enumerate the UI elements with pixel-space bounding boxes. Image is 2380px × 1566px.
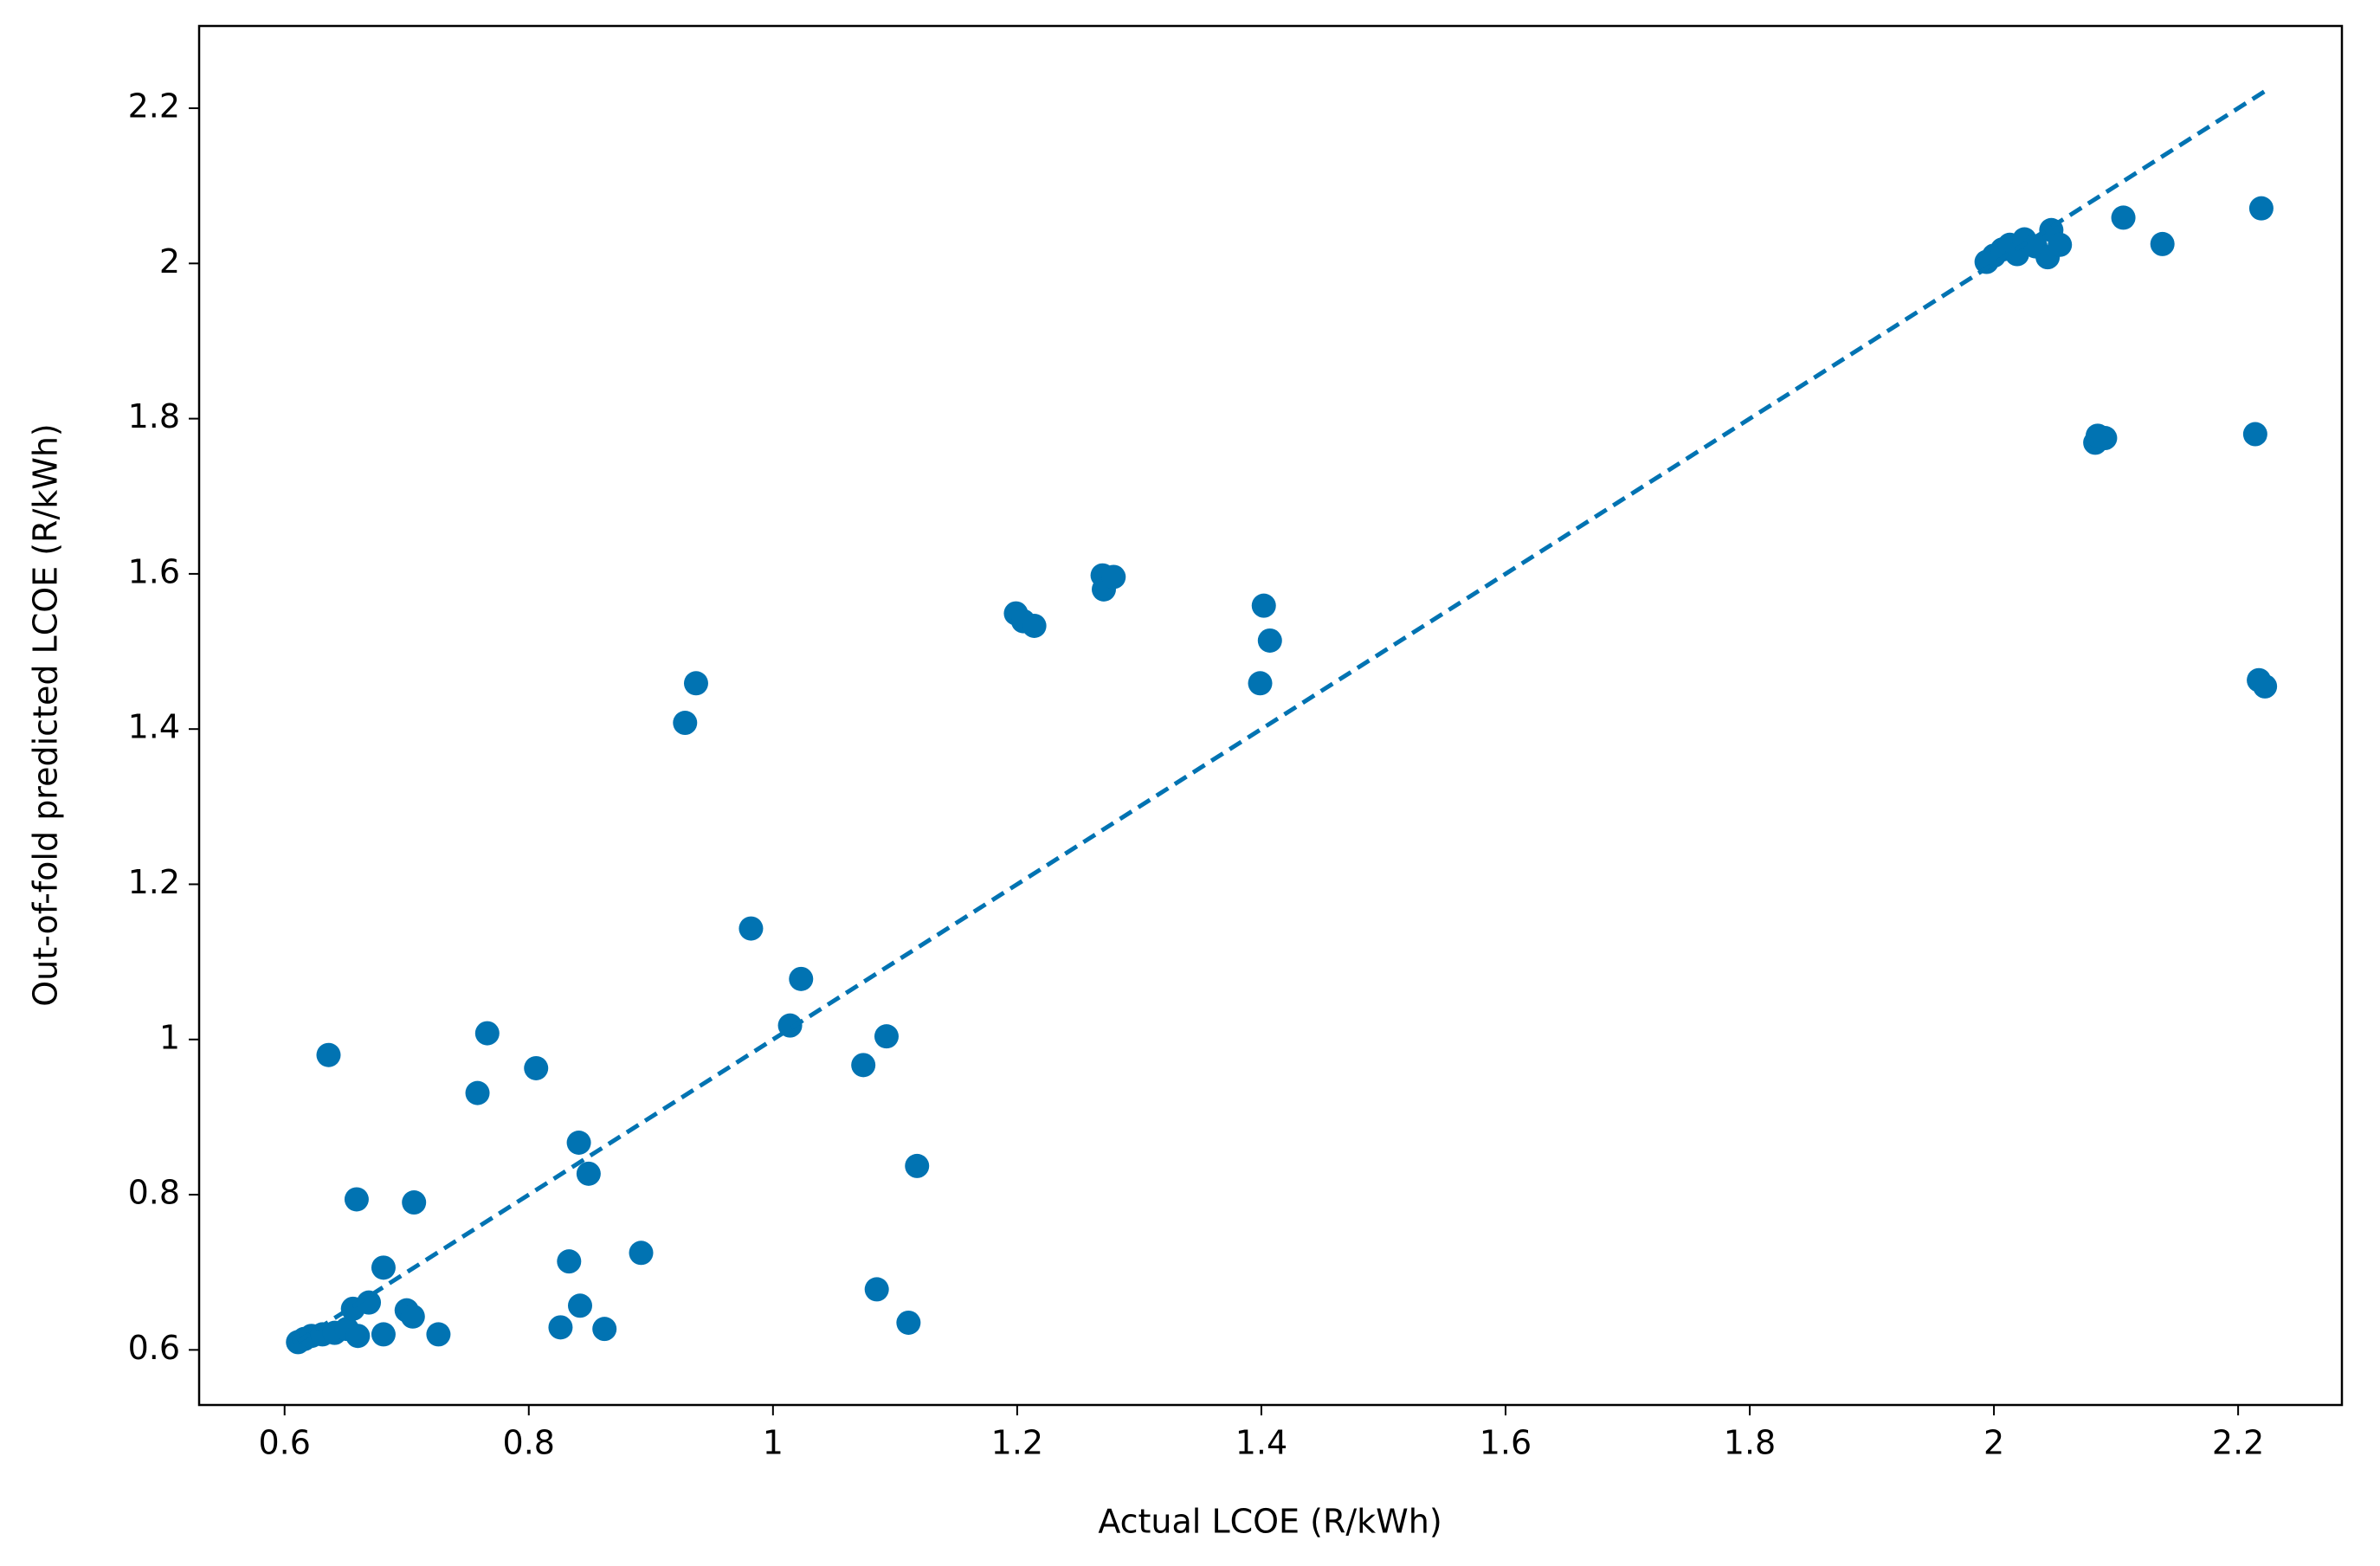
point [789,966,814,991]
point [592,1317,617,1342]
y-tick-label: 2.2 [128,87,180,126]
plot-frame [197,24,2344,1407]
x-tick-label: 0.6 [258,1424,310,1462]
point [864,1277,889,1302]
x-axis-label: Actual LCOE (R/kWh) [1098,1503,1442,1541]
point [851,1053,876,1078]
y-tick-label: 1.2 [128,863,180,901]
point [371,1255,396,1280]
y-tick-label: 2 [159,242,180,280]
point [548,1315,573,1340]
point [2048,232,2073,257]
point [400,1304,425,1329]
y-tick-label: 1.8 [128,397,180,435]
point [1101,564,1126,590]
point [426,1322,451,1347]
y-tick-label: 1 [159,1018,180,1056]
point [557,1249,582,1274]
x-tick-label: 1.6 [1480,1424,1532,1462]
x-tick-label: 2.2 [2212,1424,2264,1462]
point [474,1021,500,1046]
point [402,1190,427,1215]
point [316,1042,341,1067]
point [2150,231,2175,256]
y-axis-label: Out-of-fold predicted LCOE (R/kWh) [27,423,65,1007]
point [2111,205,2136,230]
point [629,1241,654,1266]
point [874,1024,899,1049]
point [683,671,708,696]
point [465,1080,490,1105]
point [568,1293,592,1318]
point [1022,613,1047,638]
point [1251,593,1276,618]
point [1257,628,1282,653]
point [566,1130,591,1155]
point [524,1055,549,1080]
y-tick-label: 1.6 [128,552,180,590]
x-tick-label: 1 [763,1424,784,1462]
point [371,1322,396,1347]
y-tick-label: 0.8 [128,1174,180,1212]
point [739,916,764,941]
point [357,1290,382,1315]
point [2242,422,2267,447]
y-tick-label: 0.6 [128,1329,180,1367]
point [344,1187,369,1212]
y-tick-label: 1.4 [128,708,180,746]
point [2253,673,2278,699]
point [576,1161,601,1186]
x-tick-label: 1.8 [1724,1424,1776,1462]
point [2093,426,2118,451]
point [896,1310,921,1335]
x-tick-label: 0.8 [503,1424,555,1462]
point [2248,196,2274,221]
point [905,1153,930,1178]
x-tick-label: 1.4 [1235,1424,1287,1462]
reference-line [296,89,2267,1344]
point [1248,671,1273,696]
x-tick-label: 1.2 [991,1424,1043,1462]
x-tick-label: 2 [1983,1424,2004,1462]
point [673,711,698,736]
point [345,1324,371,1349]
